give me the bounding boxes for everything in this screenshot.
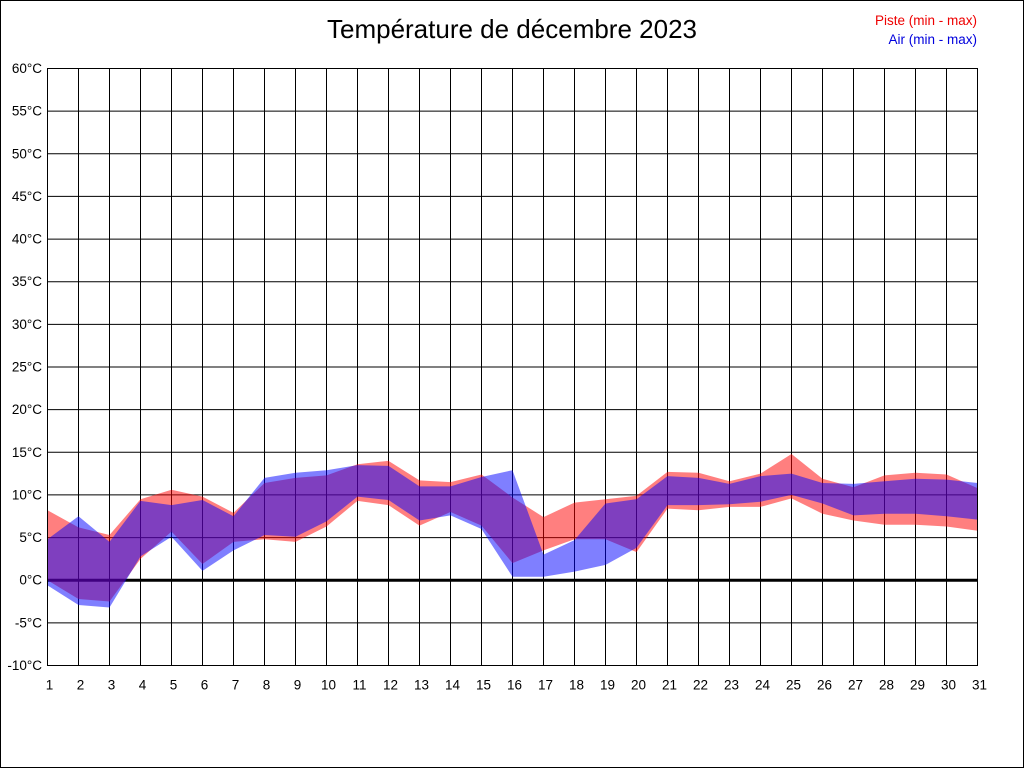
air-band — [47, 465, 978, 608]
svg-text:50°C: 50°C — [12, 146, 42, 161]
svg-text:26: 26 — [817, 678, 832, 693]
svg-text:19: 19 — [600, 678, 615, 693]
svg-text:15: 15 — [476, 678, 491, 693]
svg-text:22: 22 — [693, 678, 708, 693]
svg-text:55°C: 55°C — [12, 104, 42, 119]
svg-text:5°C: 5°C — [19, 530, 42, 545]
svg-text:7: 7 — [232, 678, 240, 693]
svg-text:25: 25 — [786, 678, 801, 693]
svg-text:13: 13 — [414, 678, 429, 693]
svg-text:11: 11 — [352, 678, 366, 693]
svg-text:6: 6 — [201, 678, 209, 693]
svg-text:30°C: 30°C — [12, 317, 42, 332]
svg-text:30: 30 — [941, 678, 956, 693]
svg-text:35°C: 35°C — [12, 274, 42, 289]
svg-text:0°C: 0°C — [19, 573, 42, 588]
legend-item-piste: Piste (min - max) — [874, 13, 977, 28]
svg-text:9: 9 — [294, 678, 302, 693]
svg-text:1: 1 — [46, 678, 54, 693]
svg-text:4: 4 — [139, 678, 147, 693]
svg-text:20: 20 — [631, 678, 646, 693]
svg-text:21: 21 — [662, 678, 677, 693]
chart-title: Température de décembre 2023 — [326, 14, 697, 44]
chart-legend: Piste (min - max) Air (min - max) — [875, 11, 977, 49]
svg-text:10°C: 10°C — [12, 487, 42, 502]
svg-text:-5°C: -5°C — [15, 615, 42, 630]
svg-text:20°C: 20°C — [12, 402, 42, 417]
svg-text:17: 17 — [538, 678, 553, 693]
svg-text:8: 8 — [263, 678, 271, 693]
svg-text:31: 31 — [972, 678, 987, 693]
svg-text:14: 14 — [445, 678, 461, 693]
svg-text:45°C: 45°C — [12, 189, 42, 204]
x-axis-labels: 1 2 3 4 5 6 7 8 9 10 11 12 13 14 15 16 17 18 19 20 21 22 23 24 2… — [46, 678, 987, 693]
svg-text:40°C: 40°C — [12, 232, 42, 247]
svg-text:25°C: 25°C — [12, 360, 42, 375]
svg-text:5: 5 — [170, 678, 178, 693]
svg-text:10: 10 — [321, 678, 336, 693]
y-axis-labels: -10°C -5°C 0°C 5°C 10°C 15°C 20°C 25°C 30°C 35°C 4… — [7, 61, 42, 673]
svg-text:15°C: 15°C — [12, 445, 42, 460]
svg-text:3: 3 — [108, 678, 116, 693]
svg-text:29: 29 — [910, 678, 925, 693]
svg-text:16: 16 — [507, 678, 522, 693]
legend-item-air: Air (min - max) — [888, 32, 978, 47]
plot-frame — [47, 68, 978, 666]
svg-text:24: 24 — [755, 678, 771, 693]
svg-text:2: 2 — [77, 678, 85, 693]
svg-text:18: 18 — [569, 678, 584, 693]
svg-text:60°C: 60°C — [12, 61, 42, 76]
svg-text:28: 28 — [879, 678, 894, 693]
svg-text:23: 23 — [724, 678, 739, 693]
svg-text:27: 27 — [848, 678, 863, 693]
svg-text:12: 12 — [383, 678, 398, 693]
svg-text:-10°C: -10°C — [7, 658, 42, 673]
